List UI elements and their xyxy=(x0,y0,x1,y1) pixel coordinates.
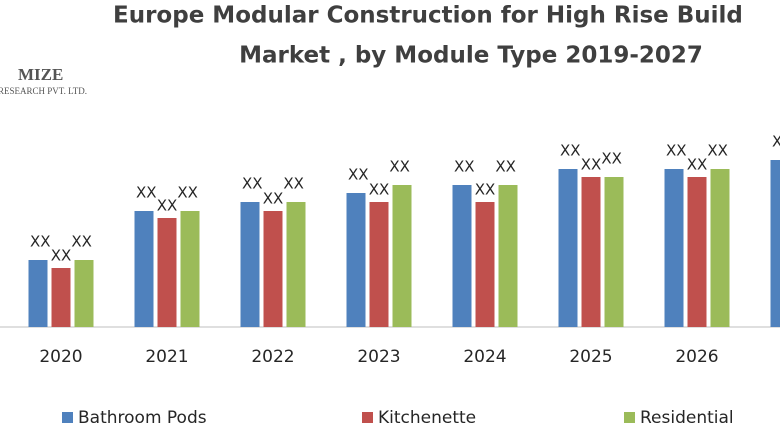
bar xyxy=(346,193,366,327)
x-tick-label: 2022 xyxy=(251,347,294,367)
bar xyxy=(581,177,601,327)
bar xyxy=(452,185,472,327)
x-tick-label: 2020 xyxy=(39,347,82,367)
legend-label: Bathroom Pods xyxy=(78,408,207,428)
data-label: XX xyxy=(707,142,728,160)
bar xyxy=(664,169,684,327)
chart-title: Europe Modular Construction for High Ris… xyxy=(113,3,743,29)
data-label: XX xyxy=(51,247,72,265)
bar xyxy=(710,169,730,327)
data-label: XX xyxy=(560,142,581,160)
data-label: XX xyxy=(687,156,708,174)
bar xyxy=(498,185,518,327)
data-label: XX xyxy=(666,142,687,160)
bar xyxy=(134,211,154,327)
data-label: XX xyxy=(601,150,622,168)
bar xyxy=(240,202,260,327)
bar xyxy=(286,202,306,327)
bar xyxy=(770,160,780,327)
watermark: MIZE xyxy=(18,65,63,84)
data-label: XX xyxy=(454,158,475,176)
bar xyxy=(369,202,389,327)
data-label: XX xyxy=(581,156,602,174)
bar xyxy=(687,177,707,327)
data-label: XX xyxy=(136,184,157,202)
data-label: XX xyxy=(157,197,178,215)
data-label: XX xyxy=(348,166,369,184)
legend-swatch xyxy=(62,412,73,423)
legend-label: Kitchenette xyxy=(378,408,476,428)
bar xyxy=(28,260,48,327)
bar xyxy=(157,218,177,327)
legend-label: Residential xyxy=(640,408,734,428)
data-label: XX xyxy=(71,233,92,251)
bar xyxy=(263,211,283,327)
data-label: XX xyxy=(389,158,410,176)
bar xyxy=(604,177,624,327)
legend-swatch xyxy=(362,412,373,423)
bar xyxy=(180,211,200,327)
data-label: XX xyxy=(242,175,263,193)
bar xyxy=(74,260,94,327)
data-label: XX xyxy=(772,133,780,151)
bar xyxy=(475,202,495,327)
data-label: XX xyxy=(283,175,304,193)
bar xyxy=(392,185,412,327)
chart-title: Market , by Module Type 2019-2027 xyxy=(239,43,703,69)
watermark: RESEARCH PVT. LTD. xyxy=(0,86,87,96)
x-tick-label: 2023 xyxy=(357,347,400,367)
x-tick-label: 2024 xyxy=(463,347,506,367)
bar xyxy=(558,169,578,327)
data-label: XX xyxy=(495,158,516,176)
legend-swatch xyxy=(624,412,635,423)
x-tick-label: 2021 xyxy=(145,347,188,367)
x-tick-label: 2025 xyxy=(569,347,612,367)
x-tick-label: 2026 xyxy=(675,347,718,367)
data-label: XX xyxy=(263,190,284,208)
data-label: XX xyxy=(475,181,496,199)
data-label: XX xyxy=(30,233,51,251)
bar xyxy=(51,268,71,327)
data-label: XX xyxy=(369,181,390,199)
data-label: XX xyxy=(177,184,198,202)
